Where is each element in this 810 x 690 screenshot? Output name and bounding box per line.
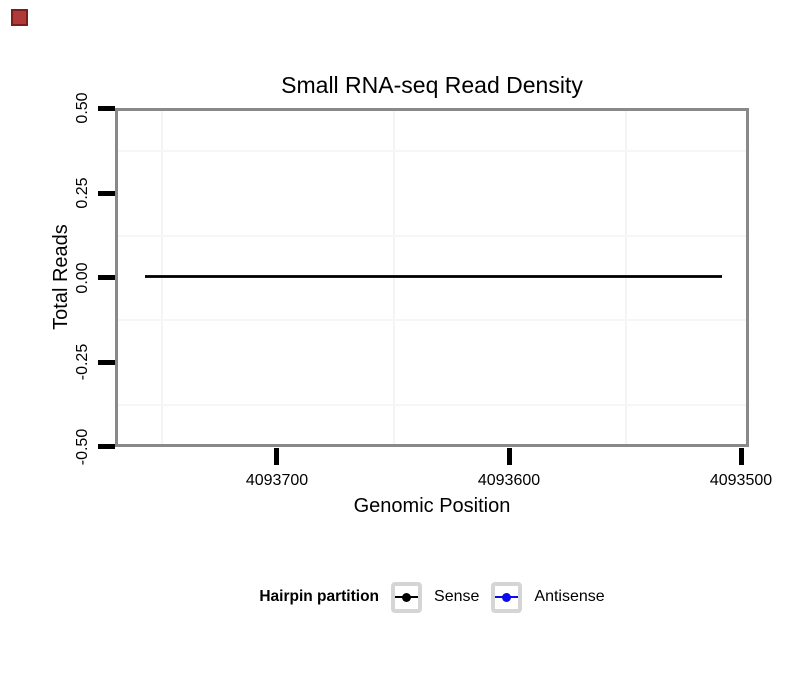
x-tick bbox=[739, 448, 744, 465]
antisense-point-icon bbox=[502, 592, 512, 602]
legend-title: Hairpin partition bbox=[259, 588, 380, 605]
y-tick-label: -0.50 bbox=[74, 428, 91, 466]
legend-label-antisense: Antisense bbox=[534, 588, 605, 605]
gridline-minor-horizontal bbox=[118, 235, 746, 237]
y-tick-label: -0.25 bbox=[74, 343, 91, 381]
y-tick-label: 0.25 bbox=[74, 177, 91, 209]
y-tick-label: 0.50 bbox=[74, 92, 91, 124]
chart-title: Small RNA-seq Read Density bbox=[281, 72, 583, 98]
x-tick-label: 4093600 bbox=[477, 472, 541, 489]
x-tick-label: 4093700 bbox=[245, 472, 309, 489]
x-tick bbox=[507, 448, 512, 465]
x-tick-label: 4093500 bbox=[709, 472, 773, 489]
y-tick bbox=[98, 360, 115, 365]
legend: Hairpin partition Sense Antisense bbox=[115, 580, 749, 614]
y-tick bbox=[98, 444, 115, 449]
y-tick bbox=[98, 275, 115, 280]
legend-label-sense: Sense bbox=[434, 588, 480, 605]
y-tick-label: 0.00 bbox=[74, 262, 91, 294]
gridline-minor-horizontal bbox=[118, 319, 746, 321]
y-tick bbox=[98, 106, 115, 111]
legend-key-antisense bbox=[491, 581, 523, 613]
gridline-minor-horizontal bbox=[118, 150, 746, 152]
y-tick bbox=[98, 191, 115, 196]
sense-antisense-overlap-line bbox=[145, 275, 722, 278]
y-axis-title: Total Reads bbox=[50, 224, 72, 330]
x-axis-title: Genomic Position bbox=[353, 495, 511, 517]
gridline-minor-horizontal bbox=[118, 404, 746, 406]
legend-key-sense bbox=[391, 581, 423, 613]
sense-point-icon bbox=[402, 592, 412, 602]
x-tick bbox=[274, 448, 279, 465]
red-corner-marker bbox=[11, 9, 28, 26]
